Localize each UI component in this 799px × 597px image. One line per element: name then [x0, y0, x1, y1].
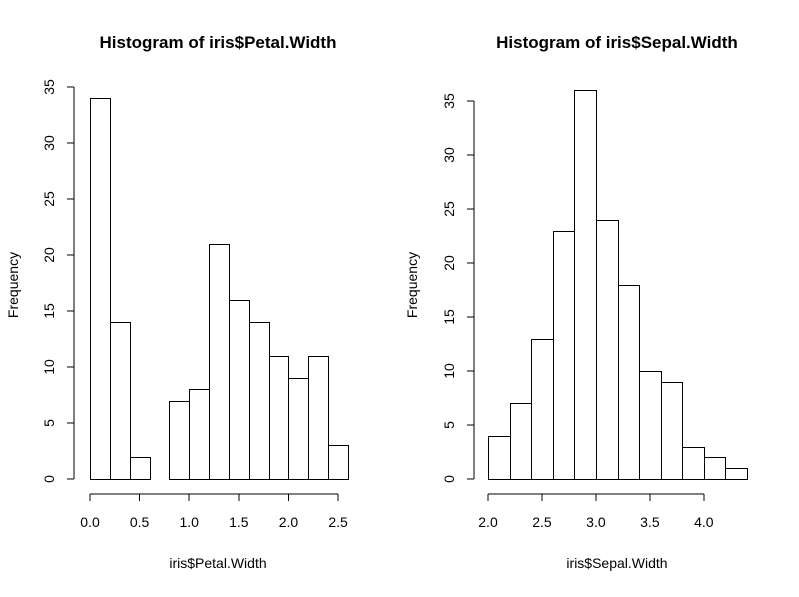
histogram-bar	[488, 436, 511, 480]
histogram-bar	[682, 447, 705, 480]
histogram-bar	[596, 220, 619, 480]
y-tick-label: 25	[441, 201, 457, 217]
histogram-bar	[189, 389, 210, 480]
x-tick-label: 0.0	[80, 514, 100, 530]
x-tick-label: 3.5	[640, 514, 660, 530]
sepal-width-histogram: Histogram of iris$Sepal.Width iris$Sepal…	[404, 33, 748, 571]
x-axis-label: iris$Petal.Width	[169, 555, 266, 571]
y-tick-label: 15	[41, 303, 57, 319]
y-tick-label: 10	[41, 359, 57, 375]
y-tick-label: 5	[441, 421, 457, 429]
chart-title: Histogram of iris$Petal.Width	[100, 33, 337, 52]
y-tick-label: 20	[441, 255, 457, 271]
histogram-bar	[618, 285, 640, 480]
y-tick-label: 25	[41, 191, 57, 207]
y-tick-label: 35	[441, 93, 457, 109]
chart-title: Histogram of iris$Sepal.Width	[496, 33, 738, 52]
histogram-bar	[288, 378, 309, 480]
x-tick-label: 4.0	[694, 514, 714, 530]
y-tick-label: 0	[41, 475, 57, 483]
histogram-bar	[249, 322, 270, 480]
histogram-bar	[531, 339, 554, 480]
histogram-bar	[110, 322, 131, 480]
y-axis-label: Frequency	[404, 252, 420, 318]
histogram-bar	[169, 401, 190, 480]
histogram-bar	[308, 356, 329, 480]
y-tick-label: 15	[441, 309, 457, 325]
histogram-bar	[510, 403, 532, 480]
histogram-bar	[90, 98, 111, 480]
histogram-bar	[574, 90, 597, 480]
histogram-bar	[269, 356, 289, 480]
x-tick-label: 0.5	[130, 514, 150, 530]
x-tick-label: 2.5	[532, 514, 552, 530]
y-axis: 0 5 10 15 20 25 30 35	[41, 79, 75, 483]
histogram-bar	[130, 457, 151, 480]
histogram-bar	[229, 300, 250, 480]
x-tick-label: 2.0	[478, 514, 498, 530]
x-tick-label: 1.0	[179, 514, 199, 530]
x-axis-label: iris$Sepal.Width	[566, 555, 667, 571]
petal-width-histogram: Histogram of iris$Petal.Width iris$Petal…	[5, 33, 349, 571]
y-tick-label: 10	[441, 363, 457, 379]
y-tick-label: 30	[441, 147, 457, 163]
x-tick-label: 2.0	[279, 514, 299, 530]
x-axis: 2.0 2.5 3.0 3.5 4.0	[478, 493, 714, 530]
x-tick-label: 1.5	[229, 514, 249, 530]
histogram-bar	[639, 371, 662, 480]
y-tick-label: 30	[41, 135, 57, 151]
histogram-bar	[725, 468, 748, 480]
histogram-bar	[328, 445, 349, 480]
y-tick-label: 20	[41, 247, 57, 263]
histogram-bar	[553, 231, 575, 480]
x-tick-label: 3.0	[586, 514, 606, 530]
y-tick-label: 0	[441, 475, 457, 483]
y-axis: 0 5 10 15 20 25 30 35	[441, 93, 475, 483]
histogram-bar	[704, 457, 726, 480]
bars	[90, 98, 349, 480]
x-tick-label: 2.5	[328, 514, 348, 530]
y-tick-label: 35	[41, 79, 57, 95]
histogram-bar	[661, 382, 683, 480]
y-tick-label: 5	[41, 419, 57, 427]
histogram-bar	[209, 244, 230, 480]
x-axis: 0.0 0.5 1.0 1.5 2.0 2.5	[80, 493, 348, 530]
bars	[488, 90, 748, 480]
y-axis-label: Frequency	[5, 252, 21, 318]
